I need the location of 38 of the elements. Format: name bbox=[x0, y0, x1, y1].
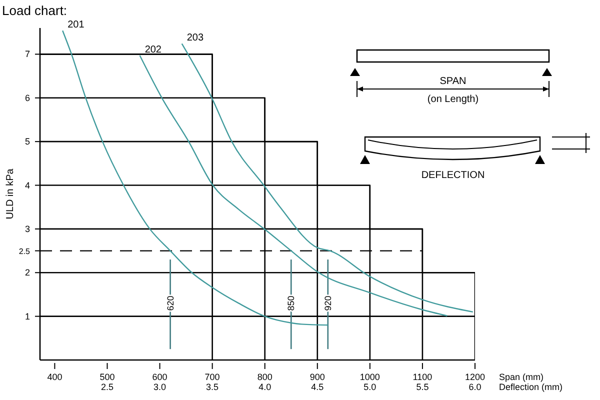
x-tick-label: 1200 bbox=[464, 372, 486, 382]
ref-line-label: 850 bbox=[286, 296, 296, 311]
x-tick-label: 600 bbox=[152, 372, 168, 382]
y-tick-label: 7 bbox=[24, 49, 30, 60]
x-tick-label: 500 bbox=[100, 372, 115, 382]
x-tick-label: 400 bbox=[47, 372, 62, 382]
series-label: 203 bbox=[186, 32, 204, 44]
x2-tick-label: 5.0 bbox=[364, 382, 376, 392]
y-tick-label: 1 bbox=[24, 311, 30, 322]
y-axis-title: ULD in kPa bbox=[5, 168, 16, 220]
x-tick-label: 700 bbox=[204, 372, 220, 382]
series-label: 202 bbox=[144, 44, 162, 56]
x-tick-label: 1100 bbox=[412, 372, 432, 382]
annotation: (on Length) bbox=[427, 94, 479, 105]
ref-line-label: 620 bbox=[165, 296, 176, 311]
y-tick-label: 3 bbox=[24, 224, 30, 234]
x2-tick-label: 4.0 bbox=[258, 382, 272, 392]
annotation: DEFLECTION bbox=[421, 170, 485, 181]
x-tick-label: 1000 bbox=[360, 372, 380, 382]
annotation: SPAN bbox=[440, 76, 466, 87]
y-tick-label: 2 bbox=[24, 268, 30, 278]
x2-tick-label: 5.5 bbox=[416, 382, 429, 392]
x-axis-title: Span (mm) bbox=[499, 372, 544, 382]
y-tick-label: 2.5 bbox=[18, 246, 31, 256]
x-tick-label: 900 bbox=[310, 372, 325, 382]
x2-tick-label: 2.5 bbox=[100, 382, 114, 392]
ref-line-label: 920 bbox=[322, 296, 333, 311]
x-tick-label: 800 bbox=[257, 372, 272, 382]
x2-axis-title: Deflection (mm) bbox=[499, 382, 563, 392]
x2-tick-label: 6.0 bbox=[468, 382, 482, 392]
x2-tick-label: 3.5 bbox=[206, 382, 219, 392]
series-label: 201 bbox=[68, 20, 85, 31]
y-tick-label: 4 bbox=[24, 180, 30, 190]
y-tick-label: 6 bbox=[24, 92, 30, 103]
y-tick-label: 5 bbox=[24, 136, 30, 147]
x2-tick-label: 4.5 bbox=[311, 382, 324, 392]
chart-title: Load chart: bbox=[2, 3, 68, 18]
x2-tick-label: 3.0 bbox=[154, 382, 166, 392]
